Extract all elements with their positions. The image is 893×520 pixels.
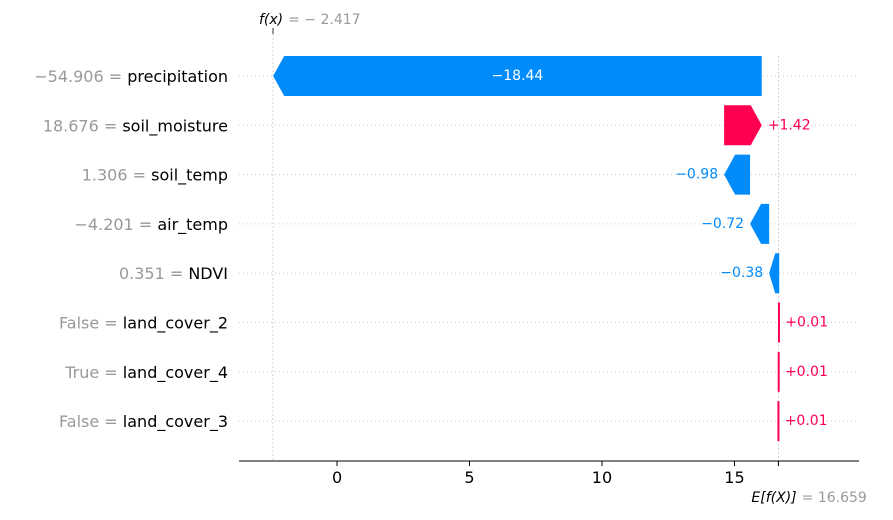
contribution-label-land_cover_3: +0.01 — [785, 413, 828, 429]
feature-value: −4.201 = — [75, 214, 158, 233]
feature-label-land_cover_3: False = land_cover_3 — [59, 412, 228, 432]
feature-label-soil_temp: 1.306 = soil_temp — [82, 165, 228, 185]
x-axis: 0 5 10 15 — [239, 460, 859, 487]
feature-value: False = — [59, 412, 123, 431]
bar-soil_temp — [724, 154, 751, 195]
reference-lines — [272, 28, 779, 461]
feature-label-air_temp: −4.201 = air_temp — [75, 214, 228, 234]
feature-name: precipitation — [127, 67, 228, 86]
contribution-label-precipitation: −18.44 — [492, 68, 544, 84]
bar-NDVI — [769, 253, 780, 294]
feature-label-precipitation: −54.906 = precipitation — [34, 67, 228, 86]
feature-label-land_cover_4: True = land_cover_4 — [64, 362, 228, 382]
base-value-label: E[f(X)] = 16.659 — [751, 490, 866, 506]
feature-label-land_cover_2: False = land_cover_2 — [59, 313, 228, 333]
feature-value: −54.906 = — [34, 67, 127, 86]
final-value-prefix: f(x) — [259, 12, 283, 28]
grid-layer — [239, 75, 859, 422]
contribution-label-soil_temp: −0.98 — [675, 167, 718, 183]
final-value-text: = − 2.417 — [288, 12, 360, 28]
final-value-label: f(x) = − 2.417 — [259, 12, 361, 28]
contribution-label-land_cover_4: +0.01 — [785, 364, 828, 380]
feature-label-NDVI: 0.351 = NDVI — [119, 264, 228, 283]
x-tick-label: 10 — [592, 468, 612, 487]
base-value-prefix: E[f(X)] — [751, 490, 796, 506]
bar-air_temp — [750, 203, 770, 244]
x-tick-label: 0 — [332, 468, 342, 487]
contribution-label-NDVI: −0.38 — [720, 265, 763, 281]
x-tick-label: 5 — [464, 468, 474, 487]
x-tick-label: 15 — [724, 468, 744, 487]
contribution-label-soil_moisture: +1.42 — [768, 117, 811, 133]
contribution-label-air_temp: −0.72 — [701, 216, 744, 232]
feature-label-soil_moisture: 18.676 = soil_moisture — [43, 116, 228, 136]
feature-name: land_cover_3 — [123, 412, 228, 432]
bars-layer — [273, 56, 780, 442]
feature-value: 18.676 = — [43, 116, 123, 135]
labels-layer: −18.44 −54.906 = precipitation +1.42 18.676… — [34, 12, 867, 506]
feature-name: soil_moisture — [122, 116, 228, 136]
base-value-text: = 16.659 — [802, 490, 867, 506]
feature-name: NDVI — [188, 264, 228, 283]
contribution-label-land_cover_2: +0.01 — [785, 315, 828, 331]
feature-value: 0.351 = — [119, 264, 188, 283]
feature-name: soil_temp — [151, 165, 228, 185]
bar-precipitation — [273, 56, 762, 96]
feature-name: land_cover_4 — [123, 362, 228, 382]
bar-soil_moisture — [724, 105, 762, 146]
feature-value: True = — [64, 362, 123, 381]
feature-value: 1.306 = — [82, 165, 151, 184]
feature-name: land_cover_2 — [123, 313, 228, 333]
feature-value: False = — [59, 313, 123, 332]
feature-name: air_temp — [157, 214, 228, 234]
